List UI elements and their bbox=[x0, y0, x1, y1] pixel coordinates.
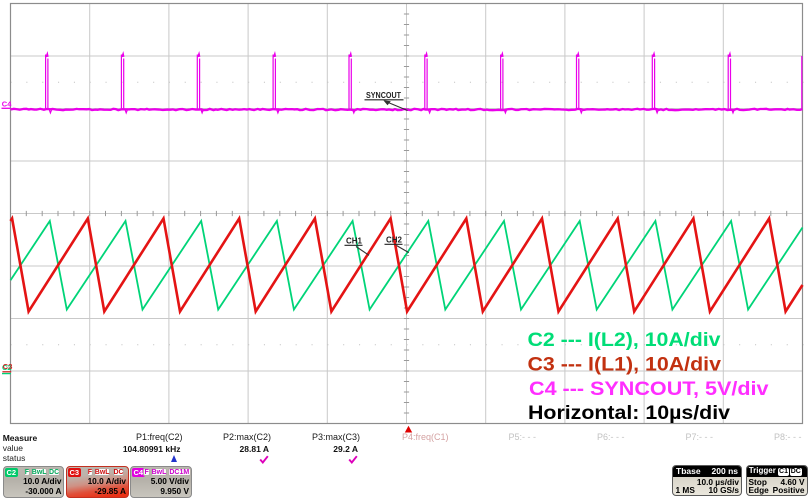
svg-text:CH1: CH1 bbox=[346, 236, 362, 246]
svg-text:C4: C4 bbox=[2, 100, 12, 109]
svg-text:C3 --- I(L1), 10A/div: C3 --- I(L1), 10A/div bbox=[528, 354, 722, 376]
svg-text:CH2: CH2 bbox=[386, 235, 402, 245]
svg-text:SYNCOUT: SYNCOUT bbox=[366, 90, 402, 100]
svg-text:C3: C3 bbox=[3, 362, 13, 371]
svg-text:Horizontal: 10µs/div: Horizontal: 10µs/div bbox=[528, 402, 730, 424]
svg-text:C4 --- SYNCOUT, 5V/div: C4 --- SYNCOUT, 5V/div bbox=[529, 378, 769, 400]
svg-text:C2 --- I(L2), 10A/div: C2 --- I(L2), 10A/div bbox=[528, 329, 721, 351]
svg-text:C2: C2 bbox=[2, 363, 12, 372]
